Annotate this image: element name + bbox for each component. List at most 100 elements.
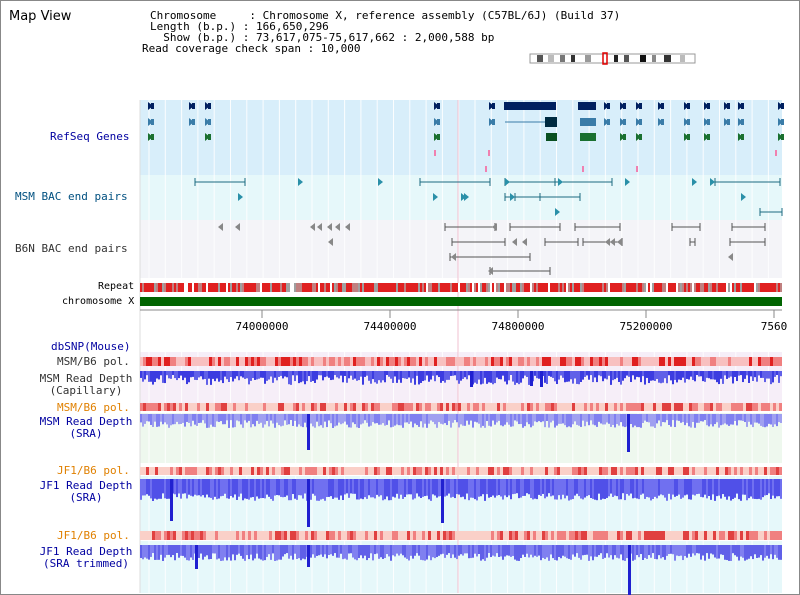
- gene-arrow: [205, 133, 210, 141]
- repeat-segment: [670, 283, 672, 292]
- jf1-sra-depth: [284, 479, 286, 497]
- msm-capillary-depth: [714, 371, 716, 380]
- msm-capillary-depth: [254, 371, 256, 380]
- msm-sra-depth: [184, 414, 186, 427]
- msm-pol-heat: [467, 357, 470, 366]
- msm-capillary-depth: [358, 371, 360, 381]
- msm-pol-heat: [365, 357, 368, 366]
- track-label-jf1-read-depth-trimmed[interactable]: JF1 Read Depth (SRA trimmed): [39, 545, 133, 570]
- msm-pol-heat: [641, 357, 644, 366]
- jf1-sra-depth: [304, 479, 306, 494]
- msm-capillary-depth: [752, 371, 754, 381]
- gene-arrow: [704, 133, 709, 141]
- msm-capillary-depth: [178, 371, 180, 379]
- track-label-jf1-b6-pol-2[interactable]: JF1/B6 pol.: [57, 529, 130, 542]
- jf1-sra-depth: [560, 479, 562, 500]
- msm-sra-pol-heat: [209, 403, 212, 411]
- msm-capillary-depth: [536, 371, 538, 379]
- track-label-msm-read-depth-capillary[interactable]: MSM Read Depth (Capillary): [39, 372, 133, 397]
- msm-pol-heat: [605, 357, 608, 366]
- msm-pol-heat: [455, 357, 458, 366]
- track-label-repeat[interactable]: Repeat: [98, 281, 135, 292]
- axis-tick-label: 7560: [761, 320, 788, 333]
- ideogram-band: [560, 55, 565, 62]
- jf1-sra-depth: [660, 479, 662, 495]
- msm-sra-depth: [418, 414, 420, 427]
- jf1-sra-depth: [248, 479, 250, 500]
- track-label-chromosome[interactable]: chromosome X: [62, 296, 135, 307]
- repeat-segment: [330, 283, 332, 292]
- jf1-pol2-heat: [443, 531, 446, 540]
- jf1-pol2-heat: [233, 531, 236, 540]
- track-label-jf1-read-depth-sra[interactable]: JF1 Read Depth (SRA): [39, 479, 133, 504]
- jf1-pol2-heat: [419, 531, 422, 540]
- jf1-sra-depth: [384, 479, 386, 500]
- msm-capillary-depth: [724, 371, 726, 376]
- jf1-sra-depth: [612, 479, 614, 497]
- track-label-msm-b6-pol[interactable]: MSM/B6 pol.: [57, 355, 130, 368]
- msm-sra-depth: [634, 414, 636, 426]
- jf1-pol2-heat: [689, 531, 692, 540]
- msm-capillary-depth: [240, 371, 242, 377]
- msm-sra-depth: [670, 414, 672, 427]
- track-label-jf1-b6-pol[interactable]: JF1/B6 pol.: [57, 464, 130, 477]
- track-label-msm-b6-pol-sra[interactable]: MSM/B6 pol.: [57, 401, 130, 414]
- msm-capillary-depth: [360, 371, 362, 377]
- jf1-pol-heat: [560, 467, 563, 475]
- jf1-pol-heat: [227, 467, 230, 475]
- msm-capillary-depth: [664, 371, 666, 379]
- gene-arrow: [738, 102, 743, 110]
- msm-sra-depth: [190, 414, 192, 427]
- msm-pol-heat: [404, 357, 407, 366]
- msm-capillary-depth: [278, 371, 280, 377]
- msm-sra-depth: [600, 414, 602, 424]
- msm-sra-depth: [684, 414, 686, 426]
- bac-arrow: [555, 208, 560, 216]
- jf1-pol-heat: [581, 467, 584, 475]
- track-label-dbsnp[interactable]: dbSNP(Mouse): [51, 340, 131, 353]
- jf1-trim-depth: [274, 545, 276, 561]
- jf1-pol-heat: [212, 467, 215, 475]
- jf1-pol-heat: [641, 467, 644, 475]
- msm-sra-depth: [590, 414, 592, 421]
- jf1-sra-depth: [462, 479, 464, 497]
- msm-sra-depth: [224, 414, 226, 425]
- repeat-segment: [410, 283, 412, 292]
- msm-pol-heat: [395, 357, 398, 366]
- msm-sra-depth: [682, 414, 684, 423]
- track-label-msm-bac[interactable]: MSM BAC end pairs: [15, 190, 128, 203]
- jf1-trim-depth: [664, 545, 666, 560]
- jf1-trim-depth: [746, 545, 748, 560]
- jf1-pol-heat: [224, 467, 227, 475]
- jf1-pol-heat: [515, 467, 518, 475]
- jf1-pol-heat: [269, 467, 272, 475]
- track-label-refseq[interactable]: RefSeq Genes: [50, 130, 130, 143]
- msm-sra-pol-heat: [374, 403, 377, 411]
- jf1-sra-depth: [376, 479, 378, 495]
- jf1-trim-depth: [752, 545, 754, 560]
- msm-pol-heat: [338, 357, 341, 366]
- jf1-sra-depth: [630, 479, 632, 494]
- msm-pol-heat: [449, 357, 452, 366]
- jf1-trim-depth: [526, 545, 528, 554]
- repeat-segment: [614, 283, 616, 292]
- msm-capillary-depth: [534, 371, 536, 376]
- jf1-pol2-heat: [602, 531, 605, 540]
- jf1-pol-heat: [599, 467, 602, 475]
- track-label-b6n-bac[interactable]: B6N BAC end pairs: [15, 242, 128, 255]
- msm-pol-heat: [653, 357, 656, 366]
- jf1-sra-depth: [670, 479, 672, 500]
- jf1-sra-depth: [588, 479, 590, 496]
- jf1-pol2-heat: [362, 531, 365, 540]
- msm-sra-pol-heat: [215, 403, 218, 411]
- msm-sra-pol-heat: [404, 403, 407, 411]
- jf1-pol-heat: [443, 467, 446, 475]
- track-label-msm-read-depth-sra[interactable]: MSM Read Depth (SRA): [39, 415, 133, 440]
- msm-capillary-depth: [588, 371, 590, 380]
- msm-capillary-depth: [608, 371, 610, 376]
- repeat-segment: [220, 283, 222, 292]
- jf1-trim-depth: [216, 545, 218, 560]
- jf1-pol2-heat: [737, 531, 740, 540]
- msm-sra-pol-heat: [146, 403, 149, 411]
